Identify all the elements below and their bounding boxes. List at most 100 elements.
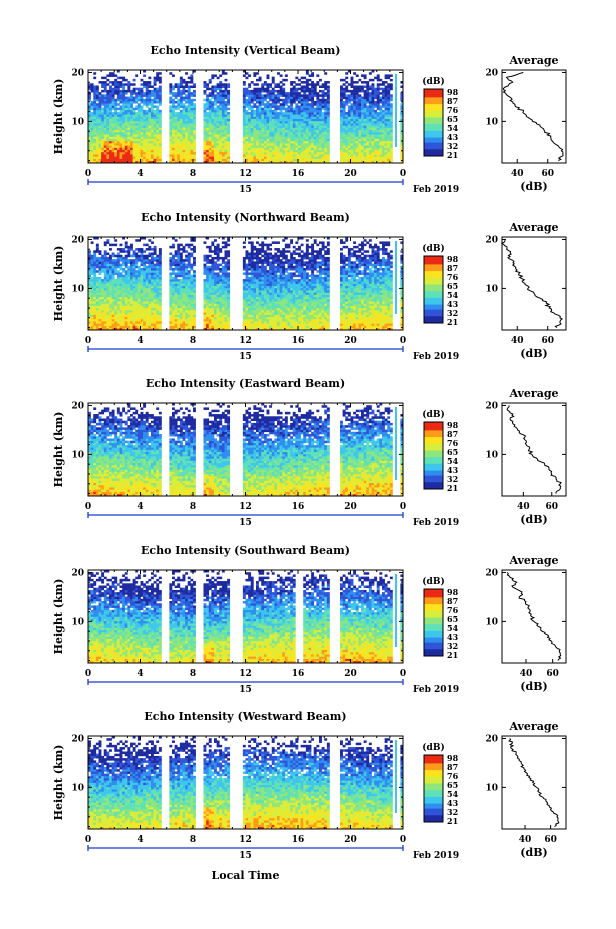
heatmap-cell <box>319 114 322 117</box>
heatmap-cell <box>114 292 118 295</box>
heatmap-cell <box>156 138 160 142</box>
heatmap-cell <box>172 310 175 313</box>
heatmap-cell <box>242 132 246 135</box>
heatmap-cell <box>114 283 118 287</box>
heatmap-cell <box>203 105 207 108</box>
heatmap-cell <box>219 120 223 124</box>
heatmap-cell <box>208 147 212 151</box>
heatmap-cell <box>203 103 207 106</box>
heatmap-cell <box>148 318 152 322</box>
heatmap-cell <box>311 149 315 153</box>
heatmap-cell <box>98 112 102 115</box>
heatmap-cell <box>350 85 354 89</box>
heatmap-cell <box>274 98 278 102</box>
heatmap-cell <box>287 132 291 135</box>
heatmap-cell <box>347 83 351 86</box>
heatmap-cell <box>342 147 346 151</box>
heatmap-cell <box>158 254 162 258</box>
heatmap-cell <box>185 325 189 329</box>
heatmap-cell <box>242 149 246 153</box>
heatmap-cell <box>95 143 99 146</box>
heatmap-cell <box>311 125 315 128</box>
heatmap-cell <box>122 281 126 284</box>
heatmap-cell <box>127 138 131 142</box>
heatmap-cell <box>219 158 223 162</box>
heatmap-cell <box>350 98 354 102</box>
heatmap-cell <box>219 94 223 97</box>
colorbar-tick-label: 21 <box>447 150 458 160</box>
heatmap-cell <box>266 125 270 128</box>
heatmap-cell <box>248 136 252 139</box>
heatmap-cell <box>93 127 97 131</box>
heatmap-cell <box>90 132 94 135</box>
heatmap-cell <box>277 158 280 162</box>
heatmap-cell <box>182 92 186 95</box>
heatmap-cell <box>119 325 123 329</box>
heatmap-cell <box>227 132 231 135</box>
heatmap-cell <box>321 136 325 139</box>
heatmap-cell <box>271 123 275 126</box>
heatmap-cell <box>124 279 128 282</box>
heatmap-cell <box>311 123 315 126</box>
heatmap-cell <box>106 125 110 128</box>
heatmap-cell <box>274 154 278 157</box>
heatmap-cell <box>122 327 126 331</box>
heatmap-cell <box>153 290 157 293</box>
heatmap-cell <box>101 296 105 300</box>
heatmap-cell <box>172 103 175 106</box>
heatmap-cell <box>355 101 359 104</box>
heatmap-cell <box>130 265 133 269</box>
heatmap-cell <box>95 136 99 139</box>
heatmap-cell <box>214 123 217 126</box>
heatmap-cell <box>153 147 157 151</box>
heatmap-cell <box>137 314 141 318</box>
heatmap-cell <box>384 120 388 124</box>
heatmap-cell <box>324 149 328 153</box>
heatmap-cell <box>279 151 283 155</box>
heatmap-cell <box>127 120 131 124</box>
heatmap-cell <box>119 156 123 159</box>
heatmap-cell <box>387 149 391 153</box>
heatmap-cell <box>98 101 102 104</box>
heatmap-cell <box>382 134 385 137</box>
heatmap-cell <box>371 134 375 137</box>
heatmap-cell <box>140 129 144 133</box>
heatmap-cell <box>206 103 210 106</box>
heatmap-cell <box>313 136 317 139</box>
heatmap-cell <box>340 160 343 164</box>
heatmap-cell <box>93 296 97 300</box>
heatmap-cell <box>158 252 162 256</box>
heatmap-cell <box>355 156 359 159</box>
heatmap-cell <box>158 103 162 106</box>
heatmap-cell <box>177 92 181 95</box>
heatmap-cell <box>137 112 141 115</box>
heatmap-cell <box>342 112 346 115</box>
heatmap-cell <box>90 156 94 159</box>
heatmap-cell <box>203 85 207 89</box>
heatmap-cell <box>305 134 309 137</box>
heatmap-cell <box>140 276 144 280</box>
heatmap-cell <box>382 158 385 162</box>
heatmap-cell <box>127 147 131 151</box>
heatmap-cell <box>353 138 357 142</box>
heatmap-cell <box>321 134 325 137</box>
heatmap-cell <box>379 101 383 104</box>
heatmap-cell <box>127 281 131 284</box>
heatmap-cell <box>311 87 315 91</box>
heatmap-cell <box>98 318 102 322</box>
heatmap-cell <box>185 321 189 324</box>
heatmap-cell <box>266 112 270 115</box>
heatmap-cell <box>219 149 223 153</box>
heatmap-cell <box>143 279 147 282</box>
heatmap-cell <box>242 114 246 117</box>
heatmap-cell <box>148 287 152 291</box>
heatmap-cell <box>326 87 330 91</box>
heatmap-cell <box>342 120 346 124</box>
heatmap-cell <box>88 259 91 262</box>
heatmap-cell <box>313 156 317 159</box>
heatmap-cell <box>316 81 320 84</box>
heatmap-cell <box>140 263 144 267</box>
heatmap-cell <box>98 316 102 320</box>
heatmap-cell <box>316 123 320 126</box>
heatmap-cell <box>374 94 378 97</box>
